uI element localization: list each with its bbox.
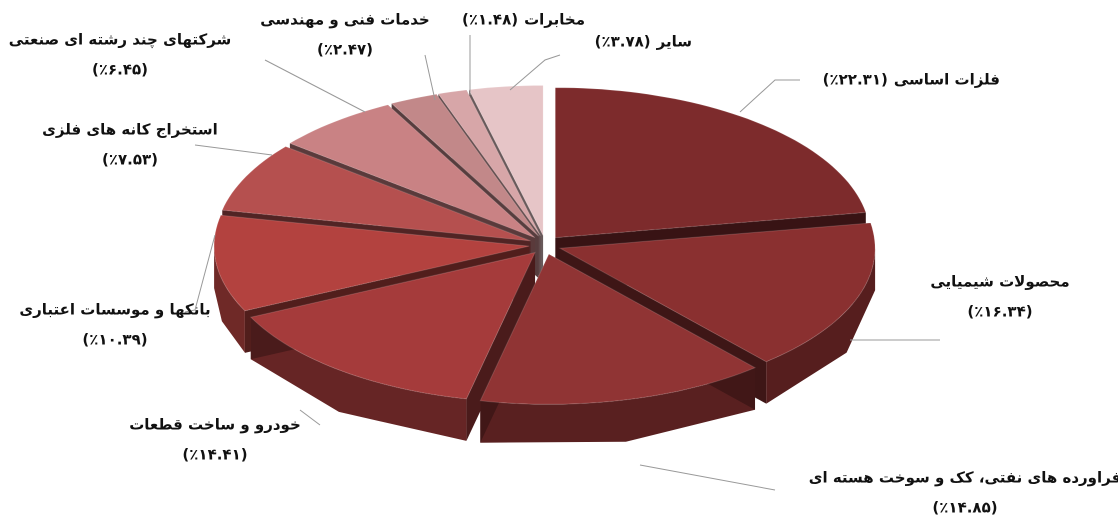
value-label: (٪۱.۴۸) xyxy=(462,11,518,29)
slice-side xyxy=(766,248,876,404)
slice xyxy=(213,214,530,312)
leader-line xyxy=(194,144,273,156)
slice-label: خودرو و ساخت قطعات xyxy=(129,416,301,434)
value-label: (٪۳.۷۸) xyxy=(595,33,651,51)
slice-label: فراورده های نفتی، کک و سوخت هسته ای xyxy=(809,469,1118,487)
value-label: (٪۱۴.۸۵) xyxy=(932,499,997,517)
value-label: (٪۶.۴۵) xyxy=(92,61,148,79)
slice-side xyxy=(480,367,755,443)
slice xyxy=(221,146,531,242)
leader-line xyxy=(739,79,800,113)
value-label: (٪۱۴.۴۱) xyxy=(182,446,247,464)
slice-label: فلزات اساسی xyxy=(894,71,1000,89)
value-label: (٪۱۶.۳۴) xyxy=(967,303,1032,321)
value-label: (٪۲۲.۳۱) xyxy=(823,71,888,89)
slice-side xyxy=(214,246,245,353)
slice-label: سایر xyxy=(656,33,692,51)
leader-line xyxy=(184,234,216,313)
slice-label: خدمات فنی و مهندسی xyxy=(260,11,429,29)
value-label: (٪۱۰.۳۹) xyxy=(82,331,147,349)
slice xyxy=(558,222,876,363)
value-label: (٪۷.۵۳) xyxy=(102,151,158,169)
slice xyxy=(437,89,541,237)
leader-line xyxy=(424,54,436,101)
slice-label: بانکها و موسسات اعتباری xyxy=(19,301,210,319)
slice xyxy=(468,85,544,236)
value-label: (٪۲.۴۷) xyxy=(317,41,373,59)
leader-line xyxy=(509,54,561,91)
slice-label: مخابرات xyxy=(524,11,585,29)
leader-line xyxy=(299,409,321,426)
slice xyxy=(554,87,867,239)
slice xyxy=(288,104,536,239)
slice-label: استخراج کانه های فلزی xyxy=(42,121,218,139)
leader-line xyxy=(639,464,776,491)
leader-line xyxy=(264,59,366,113)
slice-label: محصولات شیمیایی xyxy=(930,273,1069,291)
slice xyxy=(249,251,536,400)
slice xyxy=(479,253,757,405)
slice-label: شرکتهای چند رشته ای صنعتی xyxy=(9,31,232,50)
slice-side xyxy=(250,317,467,441)
